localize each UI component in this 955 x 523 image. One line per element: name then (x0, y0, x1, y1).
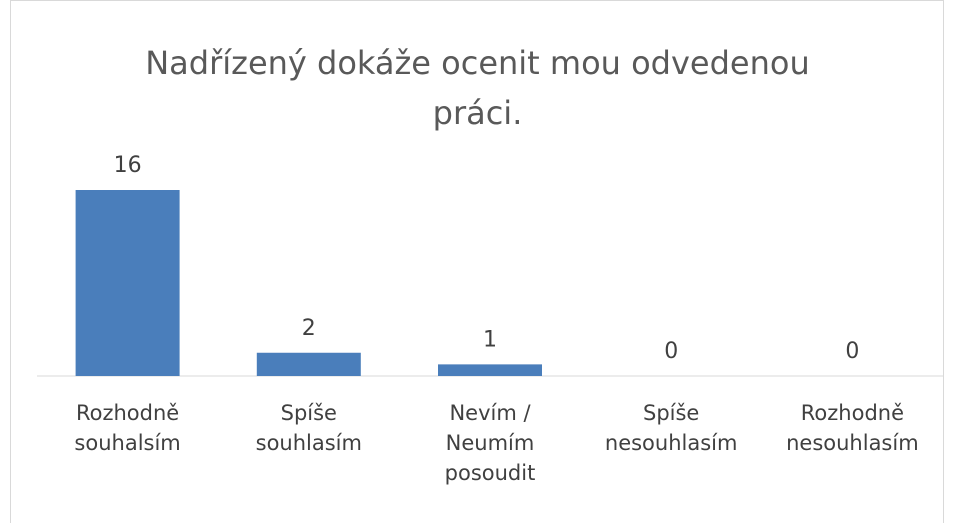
x-tick-label: Nevím / Neumím posoudit (444, 401, 536, 485)
x-tick-label: Rozhodně souhalsím (74, 401, 181, 455)
x-tick-label: Rozhodně nesouhlasím (786, 401, 919, 455)
data-label: 0 (845, 339, 859, 364)
data-label: 1 (483, 327, 497, 352)
data-label: 2 (302, 316, 316, 341)
data-label: 16 (114, 153, 142, 178)
bar (256, 352, 361, 376)
x-tick-label: Spíše nesouhlasím (604, 401, 738, 455)
data-label: 0 (664, 339, 678, 364)
bar (75, 190, 180, 376)
bar (438, 364, 542, 376)
chart-frame (10, 0, 944, 523)
x-tick-label: Spíše souhlasím (255, 401, 362, 455)
chart-title: Nadřízený dokáže ocenit mou odvedenou pr… (145, 44, 810, 132)
